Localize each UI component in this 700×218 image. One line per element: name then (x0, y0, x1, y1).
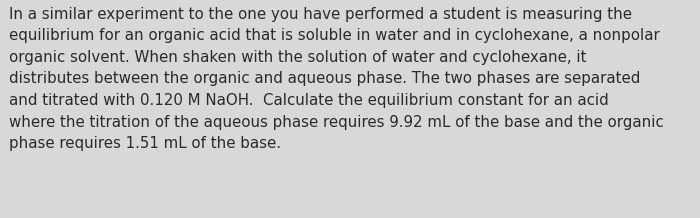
Text: In a similar experiment to the one you have performed a student is measuring the: In a similar experiment to the one you h… (9, 7, 664, 151)
